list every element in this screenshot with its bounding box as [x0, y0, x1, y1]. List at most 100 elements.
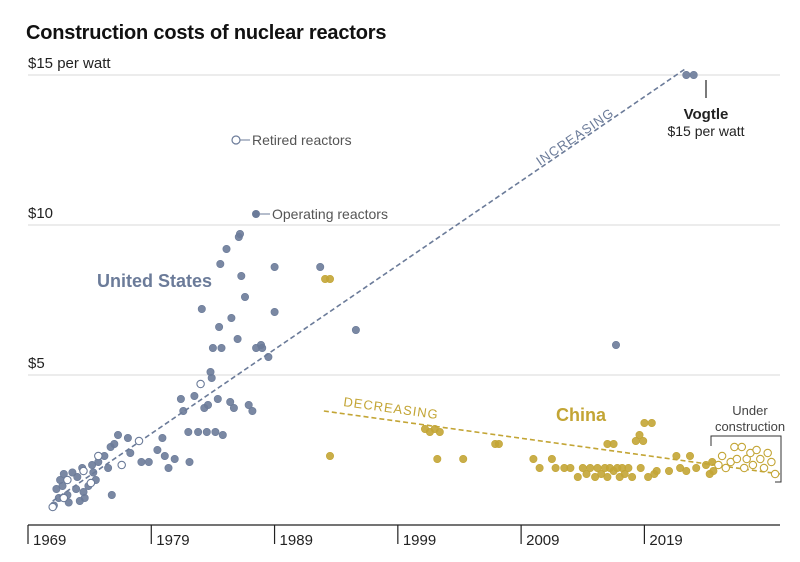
point-layer	[48, 71, 780, 512]
data-point-us-operating	[226, 397, 235, 406]
label-decreasing: DECREASING	[343, 394, 440, 422]
vogtle-name: Vogtle	[684, 106, 729, 123]
y-tick-label: $10	[28, 205, 53, 222]
data-point-china-operating	[620, 469, 629, 478]
data-point-us-operating	[222, 245, 231, 254]
data-point-us-operating	[80, 493, 89, 502]
data-point-us-operating	[217, 343, 226, 352]
label-china: China	[556, 405, 607, 425]
data-point-us-operating	[126, 448, 135, 457]
data-point-china-operating	[547, 454, 556, 463]
data-point-us-operating	[270, 307, 279, 316]
data-point-china-under-construction	[721, 463, 731, 473]
data-point-us-operating	[689, 71, 698, 80]
x-tick-label: 1989	[280, 532, 313, 549]
vogtle-value: $15 per watt	[667, 123, 744, 139]
data-point-us-operating	[264, 352, 273, 361]
x-tick-label: 1969	[33, 532, 66, 549]
data-point-us-operating	[258, 343, 267, 352]
data-point-us-retired	[134, 436, 144, 446]
data-point-us-operating	[179, 406, 188, 415]
data-point-us-operating	[185, 457, 194, 466]
data-point-us-operating	[107, 490, 116, 499]
data-point-china-operating	[639, 436, 648, 445]
trend-line-decreasing	[323, 410, 781, 475]
data-point-china-operating	[586, 463, 595, 472]
data-point-china-operating	[682, 466, 691, 475]
data-point-us-retired	[94, 451, 103, 461]
data-point-china-operating	[433, 454, 442, 463]
data-point-us-operating	[58, 481, 67, 490]
data-point-us-operating	[137, 457, 146, 466]
data-point-us-operating	[208, 343, 217, 352]
data-point-china-operating	[628, 472, 637, 481]
legend-operating-label: Operating reactors	[272, 206, 388, 222]
legend-operating-marker	[252, 210, 260, 218]
data-point-china-under-construction	[737, 442, 747, 452]
data-point-us-operating	[211, 427, 220, 436]
data-point-china-operating	[672, 451, 681, 460]
data-point-us-operating	[197, 304, 206, 313]
data-point-us-operating	[153, 445, 162, 454]
under-construction-label-line2: construction	[715, 419, 785, 434]
data-point-us-operating	[216, 259, 225, 268]
data-point-us-operating	[190, 391, 199, 400]
data-point-us-operating	[236, 230, 245, 239]
data-point-china-operating	[573, 472, 582, 481]
data-point-us-retired	[63, 475, 72, 485]
data-point-china-operating	[640, 418, 649, 427]
data-point-us-operating	[204, 400, 213, 409]
data-point-us-retired	[59, 493, 69, 503]
x-tick-label: 2009	[526, 532, 559, 549]
under-construction-label-line1: Under	[732, 403, 768, 418]
data-point-us-operating	[104, 463, 113, 472]
data-point-us-operating	[237, 271, 246, 280]
data-point-china-operating	[650, 469, 659, 478]
data-point-us-operating	[123, 433, 132, 442]
data-point-china-operating	[566, 463, 575, 472]
data-point-us-operating	[164, 463, 173, 472]
data-point-china-under-construction	[730, 442, 739, 452]
data-point-china-under-construction	[767, 457, 776, 467]
data-point-us-operating	[229, 403, 238, 412]
data-point-china-under-construction	[770, 469, 780, 479]
data-point-china-operating	[603, 472, 612, 481]
data-point-us-operating	[73, 472, 82, 481]
data-point-china-under-construction	[752, 445, 761, 455]
data-point-china-operating	[582, 469, 591, 478]
data-point-china-under-construction	[717, 451, 727, 461]
data-point-us-operating	[218, 430, 227, 439]
data-point-china-operating	[529, 454, 538, 463]
data-point-us-operating	[611, 340, 620, 349]
data-point-china-operating	[551, 463, 560, 472]
under-construction-bracket	[710, 435, 782, 483]
data-point-china-operating	[692, 463, 701, 472]
data-point-us-operating	[213, 394, 222, 403]
data-point-china-operating	[685, 451, 694, 460]
data-point-china-operating	[435, 427, 444, 436]
data-point-china-operating	[647, 418, 656, 427]
data-point-us-operating	[72, 484, 81, 493]
x-tick-label: 1979	[156, 532, 189, 549]
data-point-us-operating	[244, 400, 253, 409]
data-point-china-under-construction	[756, 454, 765, 464]
data-point-china-operating	[624, 463, 633, 472]
data-point-china-operating	[535, 463, 544, 472]
label-united-states: United States	[97, 271, 212, 291]
data-point-us-operating	[233, 334, 242, 343]
data-point-us-operating	[160, 451, 169, 460]
data-point-us-operating	[194, 427, 203, 436]
data-point-china-operating	[325, 451, 334, 460]
data-point-china-under-construction	[739, 463, 749, 473]
data-point-us-retired	[86, 478, 96, 488]
data-point-us-operating	[184, 427, 193, 436]
data-point-us-operating	[351, 325, 360, 334]
data-point-us-operating	[114, 430, 123, 439]
data-point-china-operating	[325, 274, 334, 283]
data-point-china-operating	[609, 439, 618, 448]
data-point-china-under-construction	[763, 448, 772, 458]
trend-layer	[52, 68, 781, 502]
label-increasing: INCREASING	[533, 105, 617, 169]
data-point-us-operating	[241, 292, 250, 301]
data-point-us-operating	[59, 469, 68, 478]
